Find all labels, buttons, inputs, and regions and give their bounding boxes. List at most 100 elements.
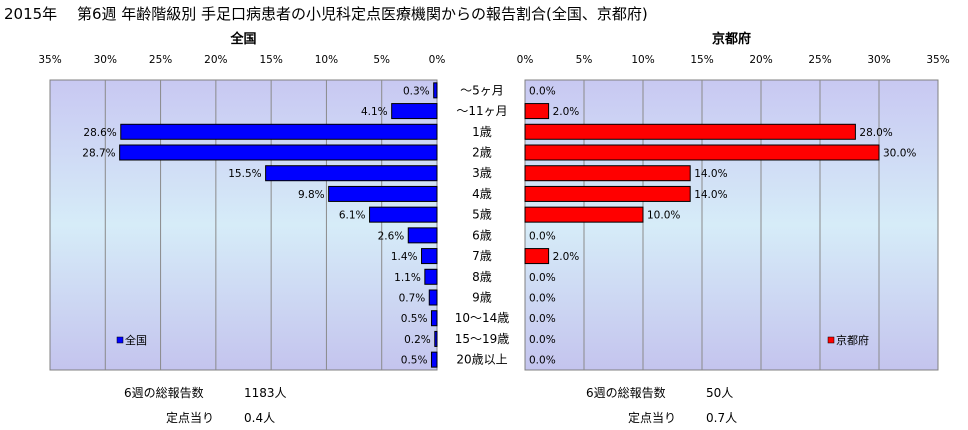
national-tick-label: 30%: [94, 54, 117, 66]
national-bar: [433, 82, 438, 99]
kyoto-data-label: 2.0%: [553, 251, 580, 263]
national-data-label: 0.3%: [403, 85, 430, 97]
national-bar: [407, 227, 438, 244]
national-bar: [265, 165, 438, 182]
category-label: ～5ヶ月: [460, 83, 504, 97]
category-label: 15～19歳: [455, 332, 510, 346]
national-total-label: 6週の総報告数: [124, 386, 204, 400]
national-bar: [119, 144, 438, 161]
national-bar: [434, 330, 438, 347]
kyoto-chart-panel: 0% 5% 10% 15% 20% 25% 30% 35% 京都府 0.0% 2.0% 28.0% 30…: [517, 31, 950, 371]
national-data-label: 0.7%: [399, 293, 426, 305]
national-data-label: 1.4%: [391, 251, 418, 263]
national-bar: [421, 248, 438, 265]
category-label: ～11ヶ月: [456, 104, 507, 118]
category-label: 10～14歳: [455, 311, 510, 325]
kyoto-data-label: 28.0%: [859, 127, 892, 139]
national-tick-label: 0%: [429, 54, 446, 66]
national-data-label: 6.1%: [339, 210, 366, 222]
national-data-label: 4.1%: [361, 106, 388, 118]
national-per-value: 0.4人: [244, 411, 276, 425]
category-label: 4歳: [472, 187, 492, 201]
category-label: 8歳: [472, 270, 492, 284]
national-total-value: 1183人: [244, 386, 287, 400]
national-data-label: 9.8%: [298, 189, 325, 201]
national-plot-area: [49, 79, 438, 371]
national-per-label: 定点当り: [166, 411, 215, 425]
category-label: 3歳: [472, 166, 492, 180]
national-data-label: 1.1%: [394, 272, 421, 284]
category-label: 5歳: [472, 208, 492, 222]
national-bar: [424, 268, 438, 285]
kyoto-data-label: 0.0%: [529, 334, 556, 346]
kyoto-per-label: 定点当り: [628, 411, 677, 425]
national-bar: [430, 351, 438, 368]
national-tick-label: 5%: [373, 54, 390, 66]
national-data-label: 28.6%: [83, 127, 116, 139]
kyoto-tick-label: 0%: [517, 54, 534, 66]
national-tick-label: 15%: [259, 54, 282, 66]
national-panel-title: 全国: [229, 31, 256, 47]
kyoto-total-label: 6週の総報告数: [586, 386, 666, 400]
kyoto-data-label: 0.0%: [529, 230, 556, 242]
national-tick-label: 25%: [149, 54, 172, 66]
kyoto-legend-label: 京都府: [836, 333, 869, 347]
national-bar: [430, 310, 438, 327]
national-bar: [428, 289, 438, 306]
kyoto-bar: [524, 185, 691, 202]
category-axis: ～5ヶ月 ～11ヶ月 1歳 2歳 3歳 4歳 5歳 6歳 7歳 8歳 9歳 10～14歳 15～19歳 2…: [455, 83, 510, 366]
kyoto-tick-label: 10%: [631, 54, 654, 66]
kyoto-legend-swatch: [827, 336, 835, 344]
kyoto-tick-label: 35%: [926, 54, 949, 66]
national-legend-swatch: [116, 336, 124, 344]
kyoto-per-value: 0.7人: [706, 411, 738, 425]
category-label: 2歳: [472, 146, 492, 160]
kyoto-bar: [524, 248, 550, 265]
kyoto-bar: [524, 144, 880, 161]
kyoto-bar: [524, 123, 856, 140]
national-tick-label: 20%: [204, 54, 227, 66]
national-data-label: 2.6%: [378, 230, 405, 242]
national-tick-label: 35%: [38, 54, 61, 66]
kyoto-data-label: 0.0%: [529, 272, 556, 284]
national-data-label: 0.5%: [401, 313, 428, 325]
kyoto-plot-area: [524, 79, 939, 371]
kyoto-tick-label: 25%: [808, 54, 831, 66]
kyoto-data-label: 14.0%: [694, 168, 727, 180]
kyoto-data-label: 30.0%: [883, 148, 916, 160]
category-label: 7歳: [472, 249, 492, 263]
kyoto-tick-label: 30%: [867, 54, 890, 66]
national-tick-label: 10%: [315, 54, 338, 66]
kyoto-data-label: 2.0%: [553, 106, 580, 118]
national-bar: [369, 206, 438, 223]
national-data-label: 0.2%: [404, 334, 431, 346]
category-label: 6歳: [472, 228, 492, 242]
national-legend-label: 全国: [125, 333, 147, 347]
national-chart-panel: 35% 30% 25% 20% 15% 10% 5% 0% 全国 0.3% 4.1% 28.6% 28.…: [38, 31, 446, 371]
category-label: 20歳以上: [456, 353, 507, 367]
category-label: 1歳: [472, 125, 492, 139]
kyoto-data-label: 0.0%: [529, 313, 556, 325]
national-bar: [328, 185, 438, 202]
national-bar: [120, 123, 438, 140]
kyoto-data-label: 0.0%: [529, 293, 556, 305]
kyoto-data-label: 0.0%: [529, 85, 556, 97]
kyoto-panel-title: 京都府: [712, 31, 751, 47]
kyoto-bar: [524, 103, 550, 120]
kyoto-tick-label: 20%: [749, 54, 772, 66]
kyoto-data-label: 14.0%: [694, 189, 727, 201]
kyoto-bar: [524, 206, 644, 223]
chart-main-title: 2015年 第6週 年齢階級別 手足口病患者の小児科定点医療機関からの報告割合(…: [4, 5, 648, 23]
kyoto-tick-label: 15%: [690, 54, 713, 66]
national-data-label: 28.7%: [82, 148, 115, 160]
kyoto-tick-label: 5%: [576, 54, 593, 66]
kyoto-data-label: 10.0%: [647, 210, 680, 222]
kyoto-total-value: 50人: [706, 386, 734, 400]
national-data-label: 15.5%: [228, 168, 261, 180]
national-bar: [391, 103, 438, 120]
kyoto-data-label: 0.0%: [529, 355, 556, 367]
national-data-label: 0.5%: [401, 355, 428, 367]
category-label: 9歳: [472, 291, 492, 305]
kyoto-bar: [524, 165, 691, 182]
